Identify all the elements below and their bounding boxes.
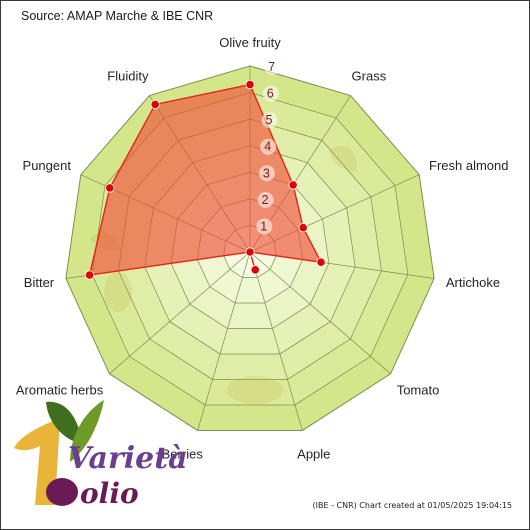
data-point-bitter (84, 270, 95, 280)
logo-olive-o (46, 478, 78, 506)
tick-label-5: 5 (266, 113, 273, 127)
logo-word-olio: olio (80, 477, 139, 510)
data-point-fresh-almond (298, 223, 308, 233)
data-point-apple (250, 265, 260, 275)
axis-label-apple: Apple (297, 446, 330, 461)
axis-label-tomato: Tomato (397, 383, 440, 398)
variet-olio-logo: Varietà olio (14, 400, 188, 510)
axis-label-grass: Grass (352, 68, 387, 83)
tick-bg-5 (261, 112, 278, 129)
spoke-6 (197, 251, 251, 431)
source-credit: Source: AMAP Marche & IBE CNR (21, 9, 214, 23)
axis-label-olive-fruity: Olive fruity (219, 35, 281, 50)
tick-label-6: 6 (267, 87, 274, 101)
tick-bg-6 (262, 85, 279, 102)
tick-label-4: 4 (264, 140, 271, 154)
logo-one-shape (14, 420, 60, 505)
data-point-aromatic-herbs (245, 247, 255, 257)
watermark-shape (104, 272, 132, 312)
tick-bg-3 (258, 165, 275, 182)
spoke-5 (249, 251, 303, 431)
data-point-pungent (105, 183, 115, 193)
axis-label-artichoke: Artichoke (446, 275, 500, 290)
tick-label-1: 1 (260, 219, 267, 233)
watermark-olive (227, 376, 283, 404)
data-point-artichoke (316, 257, 326, 267)
data-point-grass (288, 180, 298, 190)
logo-word-varieta: Varietà (68, 441, 188, 476)
logo-leaf-right (70, 400, 104, 462)
tick-bg-7 (264, 59, 281, 75)
axis-label-bitter: Bitter (24, 275, 55, 290)
axis-label-berries: Berries (162, 446, 204, 461)
tick-bg-1 (256, 218, 273, 235)
axis-labels: Olive fruity Grass Fresh almond Artichoke To… (16, 35, 509, 461)
axis-label-fresh-almond: Fresh almond (429, 158, 508, 173)
tick-bg-2 (257, 191, 274, 208)
axis-label-fluidity: Fluidity (107, 68, 149, 83)
spoke-7 (109, 251, 251, 375)
axis-label-pungent: Pungent (23, 158, 72, 173)
axis-label-aromatic-herbs: Aromatic herbs (16, 383, 104, 398)
watermark-leaf-2 (330, 146, 357, 172)
tick-label-7: 7 (268, 60, 275, 74)
spoke-4 (249, 251, 391, 375)
tick-labels: 1 2 3 4 5 6 7 (256, 59, 281, 235)
tick-bg-4 (260, 138, 277, 155)
footer-timestamp: (IBE - CNR) Chart created at 01/05/2025 … (312, 501, 513, 510)
tick-label-2: 2 (262, 193, 269, 207)
data-point-fluidity (150, 99, 160, 110)
logo-leaf-left (46, 401, 82, 444)
tick-label-3: 3 (263, 166, 270, 180)
data-point-olive-fruity (245, 80, 255, 90)
